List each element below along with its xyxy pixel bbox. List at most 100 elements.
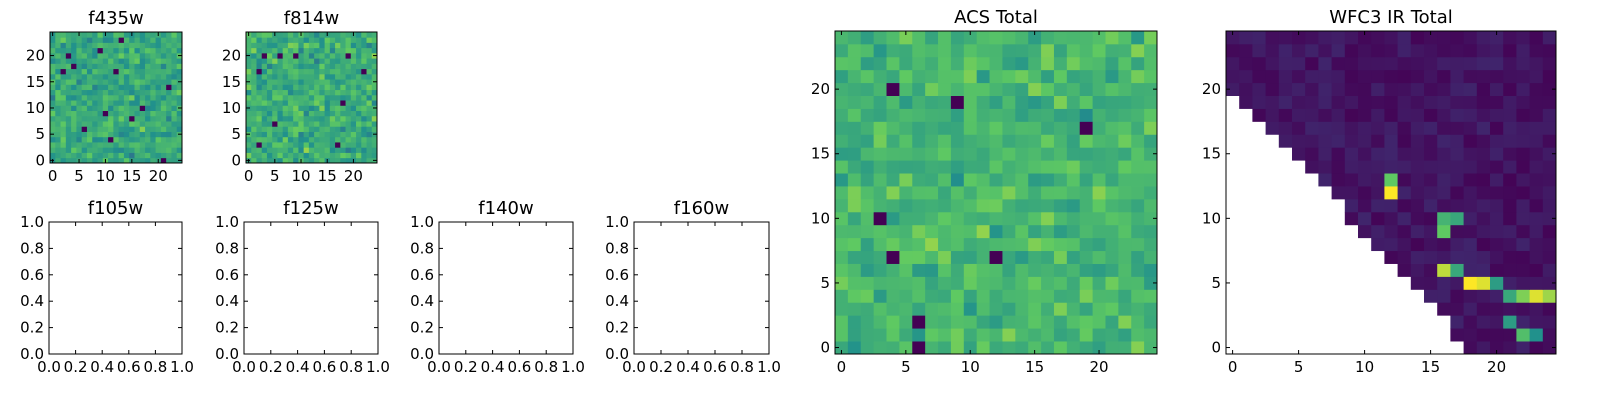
heatmap-cell bbox=[166, 136, 172, 143]
heatmap-cell bbox=[155, 100, 162, 106]
heatmap-cell bbox=[1041, 250, 1055, 264]
heatmap-cell bbox=[329, 100, 336, 106]
heatmap-cell bbox=[308, 58, 315, 64]
heatmap-cell bbox=[1105, 224, 1119, 239]
heatmap-cell bbox=[1028, 276, 1042, 290]
heatmap-cell bbox=[950, 134, 965, 148]
x-tick-label: 5 bbox=[901, 358, 911, 376]
heatmap-cell bbox=[108, 42, 114, 49]
heatmap-cell bbox=[835, 263, 849, 277]
heatmap-cell bbox=[1410, 263, 1425, 277]
heatmap-cell bbox=[963, 289, 978, 303]
heatmap-cell bbox=[155, 115, 162, 122]
heatmap-cell bbox=[123, 89, 130, 96]
heatmap-cell bbox=[963, 69, 978, 84]
heatmap-cell bbox=[123, 79, 130, 85]
heatmap-cell bbox=[873, 95, 887, 109]
heatmap-cell bbox=[345, 147, 352, 153]
heatmap-cell bbox=[1344, 82, 1359, 96]
heatmap-cell bbox=[81, 105, 88, 111]
heatmap-cell bbox=[65, 73, 72, 80]
heatmap-cell bbox=[1041, 289, 1055, 303]
heatmap-cell bbox=[847, 173, 862, 187]
heatmap-cell bbox=[335, 147, 341, 153]
heatmap-cell bbox=[1028, 341, 1042, 355]
heatmap-cell bbox=[277, 79, 284, 85]
heatmap-cell bbox=[1318, 147, 1332, 161]
heatmap-cell bbox=[912, 341, 926, 355]
heatmap-cell bbox=[60, 42, 67, 49]
y-tick-label: 1.0 bbox=[215, 213, 239, 231]
heatmap-cell bbox=[308, 100, 315, 106]
heatmap-cell bbox=[350, 115, 357, 122]
heatmap-cell bbox=[361, 47, 367, 54]
heatmap-cell bbox=[835, 69, 849, 84]
heatmap-cell bbox=[108, 110, 114, 117]
heatmap-cell bbox=[1144, 69, 1158, 84]
heatmap-cell bbox=[847, 82, 862, 96]
heatmap-cell bbox=[1384, 211, 1398, 226]
heatmap-cell bbox=[65, 105, 72, 111]
heatmap-cell bbox=[150, 105, 156, 111]
heatmap-cell bbox=[1437, 108, 1451, 122]
y-tick-label: 0.2 bbox=[605, 319, 629, 337]
heatmap-cell bbox=[303, 157, 310, 164]
heatmap-cell bbox=[1105, 250, 1119, 264]
heatmap-cell bbox=[55, 89, 61, 96]
heatmap-cell bbox=[272, 121, 278, 127]
heatmap-cell bbox=[1028, 31, 1042, 45]
heatmap-cell bbox=[176, 89, 183, 96]
heatmap-cell bbox=[324, 73, 331, 80]
heatmap-cell bbox=[1410, 224, 1425, 239]
heatmap-cell bbox=[335, 94, 341, 101]
heatmap-cell bbox=[366, 147, 373, 153]
heatmap-cell bbox=[65, 47, 72, 54]
heatmap-cell bbox=[361, 157, 367, 164]
heatmap-cell bbox=[81, 136, 88, 143]
heatmap-cell bbox=[1028, 186, 1042, 200]
heatmap-cell bbox=[1490, 186, 1504, 200]
heatmap-cell bbox=[1529, 160, 1544, 174]
heatmap-cell bbox=[1542, 263, 1557, 277]
heatmap-cell bbox=[1476, 237, 1491, 252]
heatmap-cell bbox=[287, 73, 294, 80]
heatmap-cell bbox=[272, 52, 278, 59]
heatmap-cell bbox=[1331, 43, 1346, 58]
heatmap-cell bbox=[912, 263, 926, 277]
heatmap-cell bbox=[319, 52, 325, 59]
heatmap-cell bbox=[1015, 69, 1029, 84]
heatmap-cell bbox=[282, 147, 289, 153]
heatmap-cell bbox=[1053, 263, 1068, 277]
heatmap-cell bbox=[1542, 328, 1557, 342]
heatmap-cell bbox=[102, 52, 109, 59]
heatmap-cell bbox=[155, 110, 162, 117]
heatmap-cell bbox=[1424, 211, 1438, 226]
heatmap-cell bbox=[319, 32, 325, 38]
axes-frame bbox=[834, 30, 1158, 355]
heatmap-cell bbox=[1305, 160, 1319, 174]
heatmap-cell bbox=[261, 110, 268, 117]
heatmap-cell bbox=[1529, 289, 1544, 303]
heatmap-cell bbox=[1410, 160, 1425, 174]
heatmap-cell bbox=[1490, 250, 1504, 264]
heatmap-cell bbox=[976, 276, 990, 290]
heatmap-cell bbox=[361, 42, 367, 49]
heatmap-cell bbox=[873, 108, 887, 122]
heatmap-cell bbox=[1041, 69, 1055, 84]
x-tick-label: 0.4 bbox=[676, 358, 700, 376]
heatmap-cell bbox=[366, 105, 373, 111]
heatmap-cell bbox=[150, 100, 156, 106]
heatmap-cell bbox=[340, 52, 346, 59]
heatmap-cell bbox=[963, 147, 978, 161]
heatmap-cell bbox=[873, 302, 887, 316]
heatmap-cell bbox=[256, 131, 263, 138]
axes-frame bbox=[1225, 30, 1557, 355]
heatmap-cell bbox=[1105, 121, 1119, 135]
heatmap-cell bbox=[925, 134, 939, 148]
y-tick-label: 20 bbox=[26, 47, 45, 65]
heatmap-cell bbox=[272, 68, 278, 75]
heatmap-cell bbox=[256, 126, 263, 132]
heatmap-cell bbox=[938, 211, 952, 226]
heatmap-cell bbox=[108, 89, 114, 96]
heatmap-cell bbox=[287, 42, 294, 49]
